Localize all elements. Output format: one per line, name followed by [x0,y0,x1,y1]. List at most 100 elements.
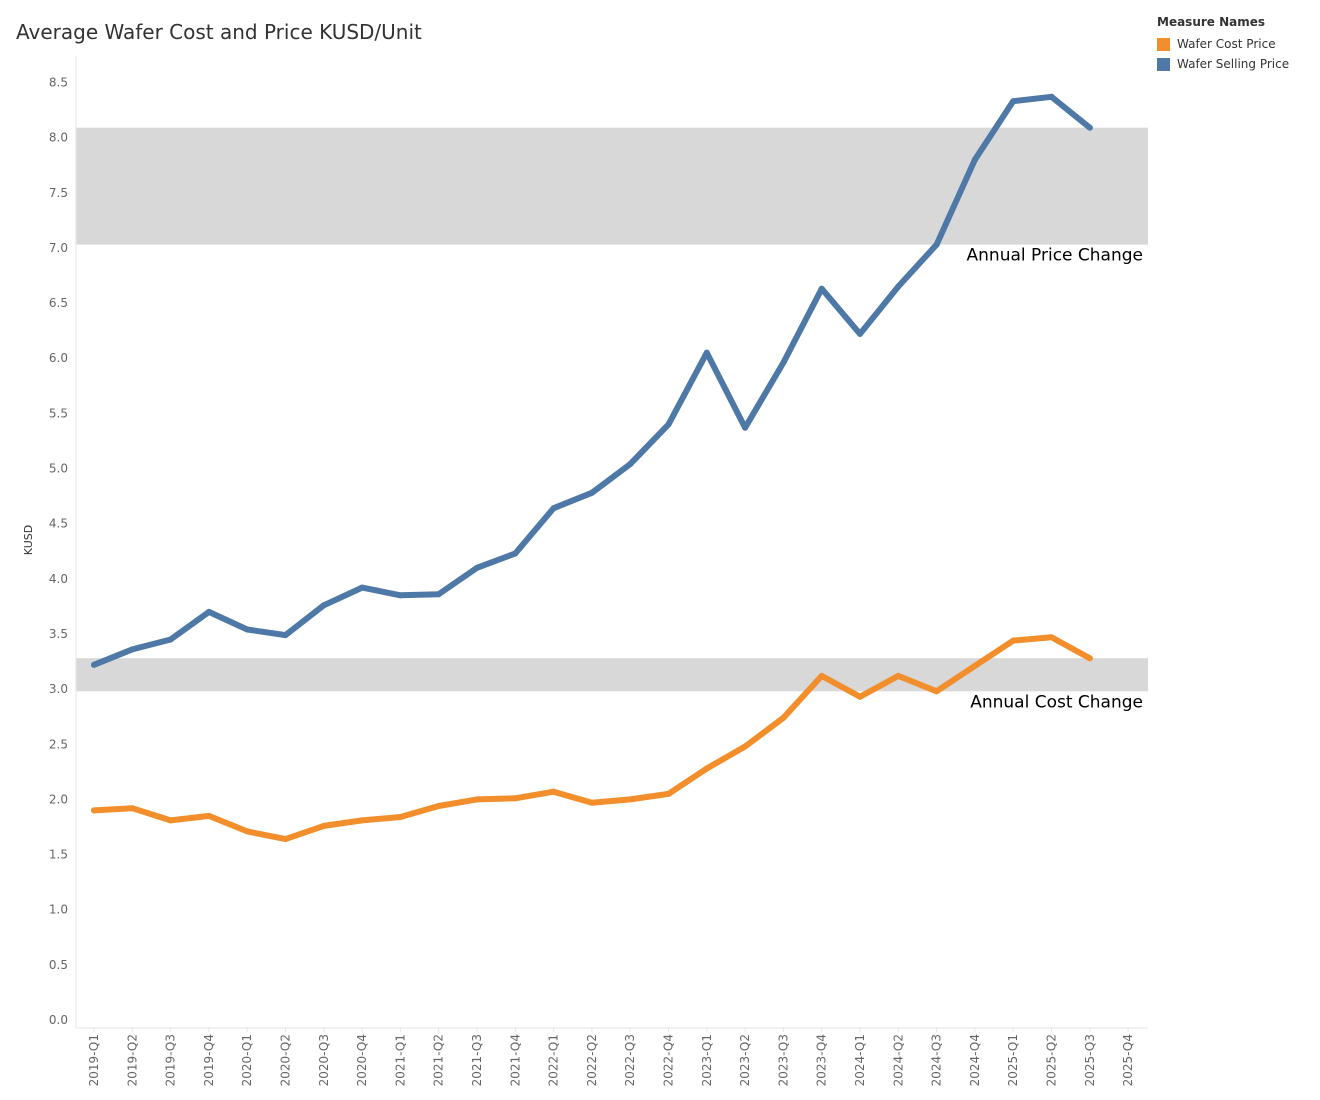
data-point [588,489,595,496]
series-layer [91,93,1093,843]
data-point [359,584,366,591]
data-point [1086,655,1093,662]
data-point [282,632,289,639]
labels-layer: Annual Price Change Annual Cost Change [967,246,1143,713]
x-tick-label: 2019-Q2 [125,1034,139,1086]
x-tick-label: 2021-Q2 [432,1034,446,1086]
data-point [282,836,289,843]
data-point [91,661,97,668]
legend-item-wafer-selling-price[interactable]: Wafer Selling Price [1157,54,1289,74]
chart-title: Average Wafer Cost and Price KUSD/Unit [16,20,422,44]
data-point [397,592,404,599]
data-point [1010,98,1017,105]
data-point [1048,93,1055,100]
x-tick-label: 2022-Q4 [662,1034,676,1086]
reference-band [76,658,1148,692]
data-point [818,285,825,292]
x-tick-label: 2025-Q4 [1121,1034,1135,1086]
legend-item-wafer-cost-price[interactable]: Wafer Cost Price [1157,34,1289,54]
y-tick-label: 8.5 [49,75,68,89]
data-point [167,636,174,643]
band-label: Annual Price Change [967,246,1143,266]
y-tick-label: 0.0 [49,1013,68,1027]
band-label: Annual Cost Change [970,692,1143,712]
data-point [129,805,136,812]
reference-band [76,127,1148,245]
x-tick-label: 2025-Q1 [1006,1034,1020,1086]
x-tick-label: 2020-Q1 [240,1034,254,1086]
x-tick-label: 2024-Q1 [853,1034,867,1086]
data-point [1010,637,1017,644]
data-point [397,814,404,821]
x-tick-label: 2022-Q2 [585,1034,599,1086]
legend-swatch-icon [1157,37,1170,51]
data-point [550,505,557,512]
y-tick-label: 1.5 [49,848,68,862]
data-point [512,550,519,557]
y-tick-label: 7.0 [49,241,68,255]
y-tick-label: 4.0 [49,572,68,586]
data-point [474,564,480,571]
data-point [205,608,212,615]
data-point [320,822,327,829]
x-tick-label: 2024-Q2 [891,1034,905,1086]
data-point [320,602,327,609]
data-point [703,349,710,356]
data-point [665,421,672,428]
y-tick-label: 6.5 [49,296,68,310]
legend-label: Wafer Selling Price [1177,57,1290,71]
x-tick-label: 2025-Q3 [1083,1034,1097,1086]
x-tick-label: 2020-Q4 [355,1034,369,1086]
data-point [244,626,251,633]
x-tick-label: 2020-Q2 [279,1034,293,1086]
data-point [933,241,940,248]
data-point [665,790,672,797]
data-point [1048,634,1055,641]
data-point [512,795,519,802]
y-tick-label: 5.0 [49,462,68,476]
data-point [129,646,136,653]
y-tick-label: 2.5 [49,737,68,751]
y-tick-label: 4.5 [49,517,68,531]
data-point [435,803,442,810]
y-tick-label: 3.5 [49,627,68,641]
data-point [550,788,557,795]
legend-swatch-icon [1157,57,1170,71]
data-point [627,461,634,468]
x-tick-label: 2021-Q1 [393,1034,407,1086]
data-point [971,156,978,163]
y-tick-label: 7.5 [49,186,68,200]
legend[interactable]: Measure Names Wafer Cost Price Wafer Sel… [1157,15,1289,74]
data-point [742,424,749,431]
bands-layer [76,127,1148,692]
data-point [703,765,710,772]
data-point [244,828,251,835]
x-tick-label: 2024-Q3 [930,1034,944,1086]
data-point [780,714,787,721]
legend-label: Wafer Cost Price [1177,37,1276,51]
legend-title: Measure Names [1157,15,1266,29]
data-point [167,817,174,824]
data-point [588,799,595,806]
y-tick-label: 1.0 [49,903,68,917]
data-point [474,796,480,803]
x-tick-label: 2021-Q4 [508,1034,522,1086]
data-point [818,672,825,679]
y-tick-label: 2.0 [49,792,68,806]
data-point [742,743,749,750]
y-tick-label: 8.0 [49,131,68,145]
x-tick-label: 2025-Q2 [1045,1034,1059,1086]
data-point [895,283,902,290]
x-tick-label: 2019-Q3 [164,1034,178,1086]
data-point [857,693,863,700]
data-point [435,591,442,598]
x-tick-label: 2019-Q1 [87,1034,101,1086]
y-tick-label: 0.5 [49,958,68,972]
x-tick-label: 2023-Q2 [738,1034,752,1086]
data-point [780,359,787,366]
data-point [933,688,940,695]
y-tick-label: 6.0 [49,351,68,365]
x-tick-label: 2023-Q4 [815,1034,829,1086]
x-tick-label: 2024-Q4 [968,1034,982,1086]
